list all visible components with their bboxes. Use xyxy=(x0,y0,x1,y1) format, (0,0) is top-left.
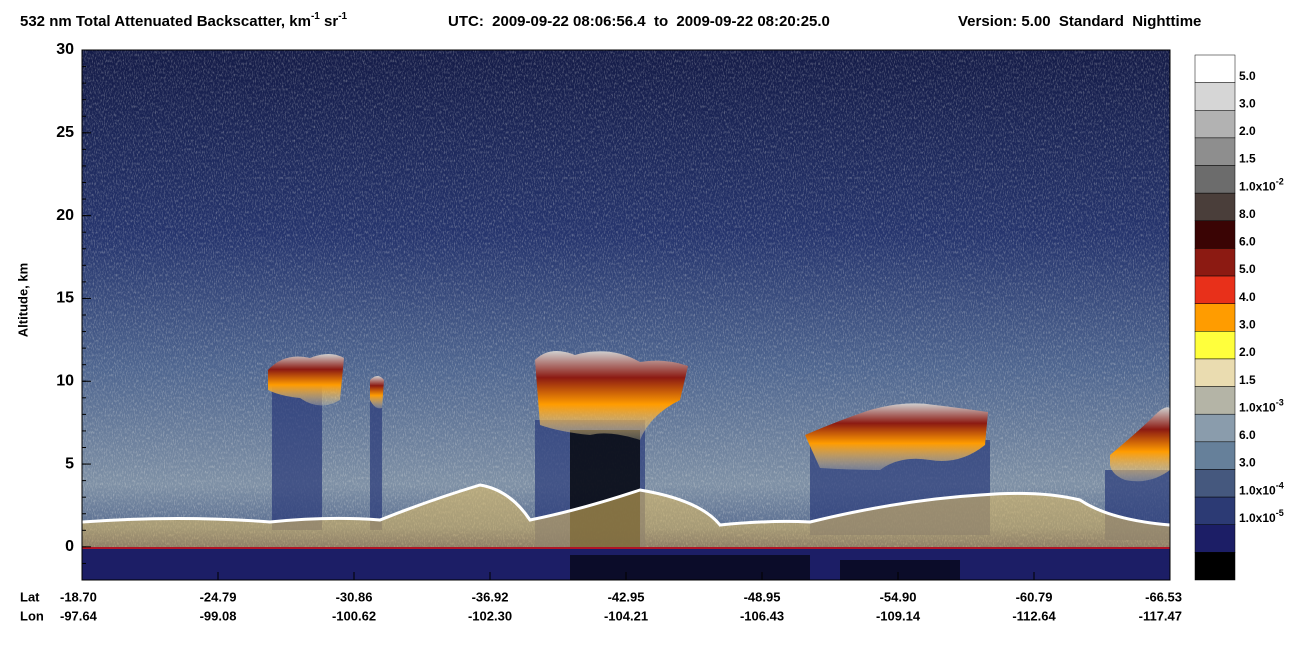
lon-label: -97.64 xyxy=(60,608,98,623)
colorbar-segment xyxy=(1194,496,1236,525)
colorbar-label-text: 1.0x10 xyxy=(1239,483,1276,497)
colorbar-segment xyxy=(1194,220,1236,249)
colorbar-segment xyxy=(1194,469,1236,498)
colorbar-label: 6.0 xyxy=(1239,428,1256,442)
colorbar-label-text: 3.0 xyxy=(1239,456,1256,470)
colorbar-label-text: 1.0x10 xyxy=(1239,401,1276,415)
colorbar-label-text: 5.0 xyxy=(1239,262,1256,276)
lon-label: -109.14 xyxy=(876,608,921,623)
colorbar-label-exponent: -4 xyxy=(1276,481,1284,491)
version: Version: 5.00 Standard Nighttime xyxy=(958,13,1201,30)
lat-label: -54.90 xyxy=(880,589,917,604)
colorbar-segment xyxy=(1194,552,1236,581)
colorbar-segment xyxy=(1194,275,1236,304)
colorbar-label-text: 8.0 xyxy=(1239,207,1256,221)
colorbar-label: 2.0 xyxy=(1239,124,1256,138)
colorbar-label-text: 6.0 xyxy=(1239,235,1256,249)
lat-label: -36.92 xyxy=(472,589,509,604)
lat-label: -48.95 xyxy=(744,589,781,604)
colorbar-label: 3.0 xyxy=(1239,97,1256,111)
colorbar-segment xyxy=(1194,192,1236,222)
colorbar-label-text: 5.0 xyxy=(1239,69,1256,83)
y-tick-label: 5 xyxy=(65,455,74,472)
colorbar-label-text: 2.0 xyxy=(1239,345,1256,359)
colorbar-segment xyxy=(1194,165,1236,194)
colorbar-segment xyxy=(1194,303,1236,332)
colorbar-label-text: 6.0 xyxy=(1239,428,1256,442)
colorbar-label-exponent: -3 xyxy=(1276,398,1284,408)
utc-range: UTC: 2009-09-22 08:06:56.4 to 2009-09-22… xyxy=(448,13,830,30)
colorbar-segment xyxy=(1194,54,1236,83)
colorbar-segment xyxy=(1194,386,1236,415)
lat-label: -30.86 xyxy=(336,589,373,604)
lat-label: -24.79 xyxy=(200,589,237,604)
y-axis-label: Altitude, km xyxy=(15,263,30,337)
colorbar-label: 2.0 xyxy=(1239,345,1256,359)
colorbar-label: 1.0x10-4 xyxy=(1239,481,1284,498)
y-tick-label: 30 xyxy=(56,41,74,58)
colorbar-segment xyxy=(1194,110,1236,139)
colorbar-label-text: 1.0x10 xyxy=(1239,511,1276,525)
colorbar-label: 1.0x10-3 xyxy=(1239,398,1284,415)
lon-label: -100.62 xyxy=(332,608,376,623)
colorbar-segment xyxy=(1194,524,1236,553)
colorbar-segment xyxy=(1194,82,1236,111)
y-tick-label: 15 xyxy=(56,290,74,307)
colorbar-label-exponent: -5 xyxy=(1276,508,1284,518)
colorbar-label: 1.5 xyxy=(1239,152,1256,166)
colorbar-label-text: 3.0 xyxy=(1239,97,1256,111)
lon-label: -112.64 xyxy=(1012,608,1056,623)
colorbar-segment xyxy=(1194,413,1236,443)
y-tick-label: 20 xyxy=(56,207,74,224)
colorbar-label: 8.0 xyxy=(1239,207,1256,221)
backscatter-image xyxy=(81,50,1171,580)
colorbar-label-text: 1.0x10 xyxy=(1239,180,1276,194)
colorbar-segment xyxy=(1194,441,1236,470)
colorbar-label: 4.0 xyxy=(1239,290,1256,304)
lon-label: -102.30 xyxy=(468,608,512,623)
colorbar-label-text: 1.5 xyxy=(1239,373,1256,387)
lon-label: -104.21 xyxy=(604,608,648,623)
y-tick-label: 10 xyxy=(56,372,74,389)
lat-row-label: Lat xyxy=(20,589,40,604)
colorbar-label: 6.0 xyxy=(1239,235,1256,249)
colorbar-label: 3.0 xyxy=(1239,318,1256,332)
lat-label: -60.79 xyxy=(1016,589,1053,604)
colorbar-label-text: 4.0 xyxy=(1239,290,1256,304)
lon-label: -106.43 xyxy=(740,608,784,623)
colorbar-label: 5.0 xyxy=(1239,69,1256,83)
lat-label: -42.95 xyxy=(608,589,645,604)
colorbar-label-text: 1.5 xyxy=(1239,152,1256,166)
lon-row-label: Lon xyxy=(20,608,44,623)
colorbar-segment xyxy=(1194,137,1236,166)
colorbar-label-text: 2.0 xyxy=(1239,124,1256,138)
colorbar-label: 1.0x10-2 xyxy=(1239,177,1284,194)
colorbar-label: 1.0x10-5 xyxy=(1239,508,1284,525)
colorbar-label-exponent: -2 xyxy=(1276,177,1284,187)
colorbar-segment xyxy=(1194,248,1236,277)
chart-title: 532 nm Total Attenuated Backscatter, km-… xyxy=(20,11,348,30)
y-tick-label: 25 xyxy=(56,124,74,141)
colorbar-segment xyxy=(1194,358,1236,387)
lat-label: -18.70 xyxy=(60,589,97,604)
colorbar-label: 3.0 xyxy=(1239,456,1256,470)
lon-label: -99.08 xyxy=(200,608,237,623)
lat-label: -66.53 xyxy=(1145,589,1182,604)
colorbar-label-text: 3.0 xyxy=(1239,318,1256,332)
colorbar-label: 1.5 xyxy=(1239,373,1256,387)
colorbar-segment xyxy=(1194,331,1236,360)
colorbar-label: 5.0 xyxy=(1239,262,1256,276)
y-tick-label: 0 xyxy=(65,538,74,555)
lon-label: -117.47 xyxy=(1139,608,1182,623)
